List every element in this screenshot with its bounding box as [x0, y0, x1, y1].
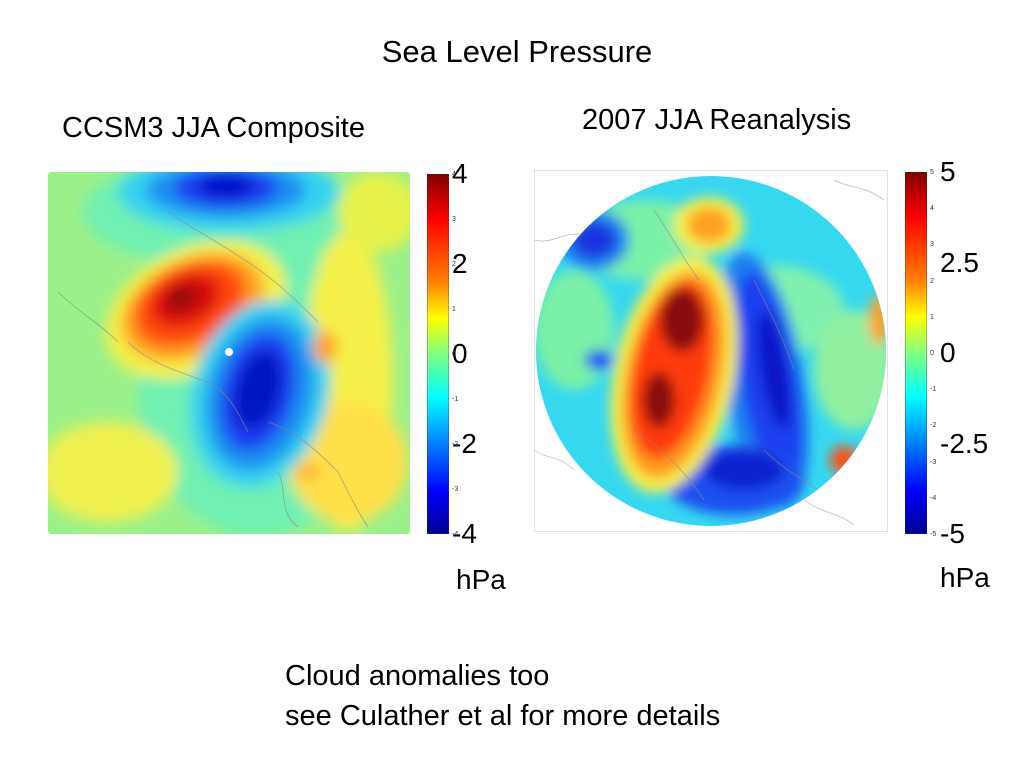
note-line-2: see Culather et al for more details — [285, 700, 721, 732]
colorbar-minor-tick: 5 — [930, 169, 934, 176]
colorbar-minor-tick: -2 — [930, 422, 937, 430]
right-outer-coastlines — [534, 179, 885, 526]
north-pole-marker — [225, 348, 233, 356]
left-panel-title: CCSM3 JJA Composite — [62, 112, 365, 144]
colorbar-minor-tick: -5 — [930, 531, 937, 538]
colorbar-minor-tick: 1 — [930, 313, 934, 321]
colorbar-minor-tick: 2 — [452, 261, 456, 268]
colorbar-major-tick: -2.5 — [940, 427, 989, 459]
colorbar-major-tick: 2.5 — [940, 246, 979, 278]
colorbar-minor-tick: -4 — [452, 531, 459, 538]
note-line-1: Cloud anomalies too — [285, 660, 550, 692]
colorbar-minor-tick: 1 — [452, 306, 456, 313]
colorbar-minor-tick: 3 — [930, 241, 934, 249]
colorbar-minor-tick: -3 — [452, 486, 459, 493]
colorbar-minor-tick: 4 — [452, 171, 456, 178]
colorbar-minor-tick: -2 — [452, 441, 459, 448]
colorbar-minor-tick: -3 — [930, 458, 937, 466]
colorbar-minor-tick: -1 — [930, 386, 937, 394]
left-map-contours — [48, 172, 410, 534]
colorbar-minor-tick: 2 — [930, 277, 934, 285]
slide-title: Sea Level Pressure — [381, 34, 653, 69]
right-panel-title: 2007 JJA Reanalysis — [582, 104, 852, 136]
colorbar-minor-tick: -4 — [930, 494, 937, 502]
left-colorbar — [427, 174, 449, 534]
left-coastlines — [57, 211, 369, 528]
colorbar-minor-tick: 0 — [930, 350, 934, 357]
right-colorbar — [905, 172, 927, 534]
colorbar-major-tick: -2 — [452, 428, 477, 459]
colorbar-major-tick: 0 — [940, 337, 956, 368]
colorbar-minor-tick: 0 — [452, 351, 456, 358]
left-colorbar-unit: hPa — [456, 564, 506, 595]
colorbar-major-tick: 2 — [452, 248, 468, 279]
colorbar-minor-tick: -1 — [452, 396, 459, 403]
ccsm3-slp-anomaly-map — [48, 172, 410, 534]
colorbar-minor-tick: 3 — [452, 216, 456, 223]
colorbar-major-tick: 4 — [452, 158, 468, 189]
right-map-contours — [536, 197, 886, 515]
colorbar-major-tick: 0 — [452, 338, 468, 369]
colorbar-major-tick: 5 — [940, 156, 956, 187]
colorbar-major-tick: -5 — [940, 518, 965, 549]
colorbar-minor-tick: 4 — [930, 205, 934, 213]
right-colorbar-unit: hPa — [940, 562, 990, 593]
reanalysis-slp-anomaly-map — [534, 170, 888, 532]
colorbar-major-tick: -4 — [452, 518, 477, 549]
